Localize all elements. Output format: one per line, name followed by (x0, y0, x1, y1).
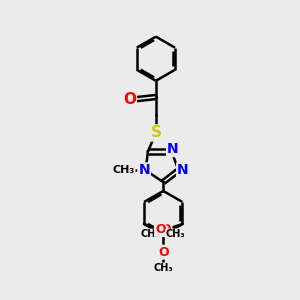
Text: N: N (177, 163, 189, 177)
Text: CH₃: CH₃ (153, 263, 173, 273)
Text: S: S (150, 125, 161, 140)
Text: O: O (155, 223, 166, 236)
Text: N: N (167, 142, 179, 156)
Text: O: O (161, 223, 172, 236)
Text: CH₃: CH₃ (141, 230, 161, 239)
Text: O: O (123, 92, 136, 107)
Text: CH₃: CH₃ (166, 230, 185, 239)
Text: O: O (158, 246, 169, 259)
Text: CH₃: CH₃ (112, 165, 135, 175)
Text: N: N (138, 163, 150, 177)
